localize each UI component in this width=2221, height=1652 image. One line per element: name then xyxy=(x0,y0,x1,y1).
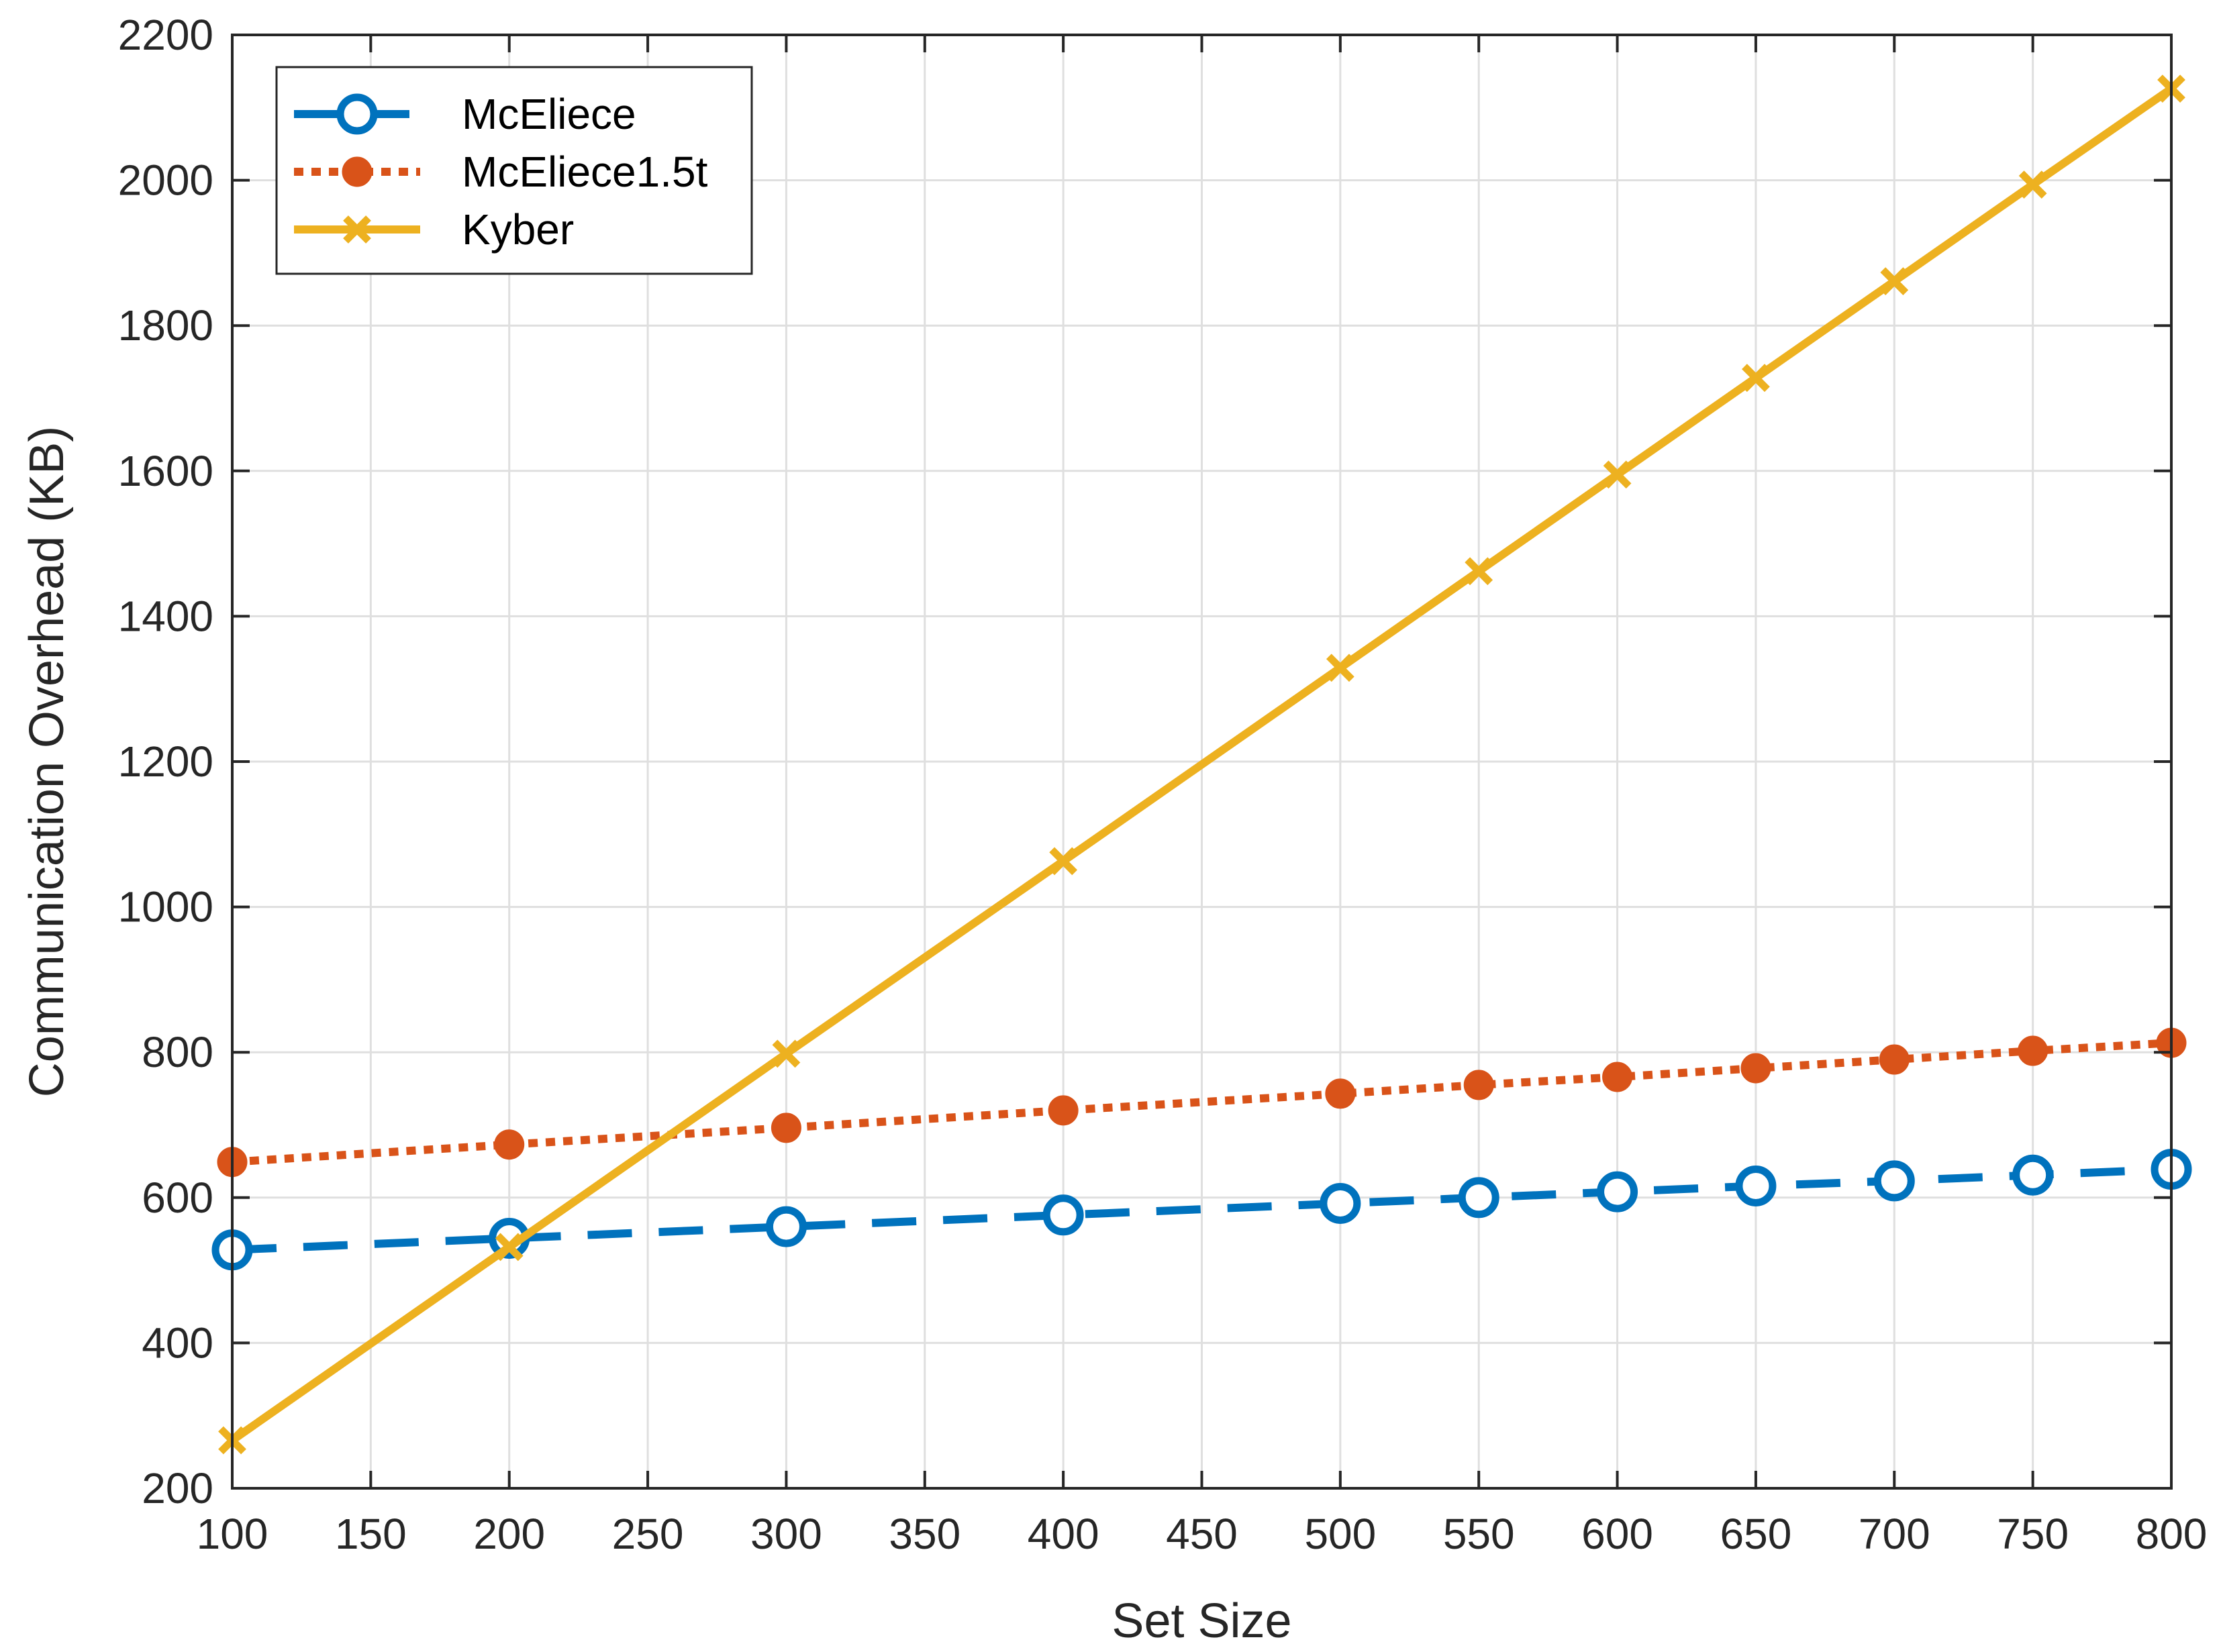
data-point xyxy=(2018,1035,2049,1066)
y-tick-label: 600 xyxy=(142,1174,213,1222)
y-tick-label: 2200 xyxy=(118,11,213,59)
legend-label: Kyber xyxy=(462,205,574,254)
data-point xyxy=(1602,1062,1633,1092)
series-line xyxy=(232,1039,2172,1166)
x-tick-label: 600 xyxy=(1581,1510,1653,1558)
data-point xyxy=(494,1129,525,1160)
x-tick-label: 200 xyxy=(473,1510,545,1558)
data-point xyxy=(1320,1182,1361,1224)
legend-item: McEliece1.5t xyxy=(294,148,708,196)
y-tick-label: 1800 xyxy=(118,301,213,350)
data-point xyxy=(1597,1171,1638,1212)
data-point xyxy=(1049,847,1078,876)
data-point xyxy=(2012,1154,2054,1196)
data-point xyxy=(1740,1053,1771,1084)
y-tick-label: 200 xyxy=(142,1464,213,1512)
x-tick-label: 700 xyxy=(1859,1510,1930,1558)
y-tick-label: 1400 xyxy=(118,592,213,640)
data-point xyxy=(1735,1165,1777,1206)
x-tick-label: 100 xyxy=(197,1510,268,1558)
x-tick-label: 800 xyxy=(2136,1510,2208,1558)
x-tick-label: 400 xyxy=(1028,1510,1099,1558)
data-point xyxy=(765,1206,807,1247)
data-point xyxy=(495,1233,524,1261)
legend-marker xyxy=(342,156,373,187)
x-tick-label: 550 xyxy=(1443,1510,1515,1558)
x-tick-label: 250 xyxy=(612,1510,684,1558)
y-tick-label: 1600 xyxy=(118,447,213,495)
data-point xyxy=(1873,1160,1915,1202)
x-tick-label: 750 xyxy=(1997,1510,2069,1558)
x-tick-label: 300 xyxy=(750,1510,822,1558)
y-tick-label: 400 xyxy=(142,1319,213,1367)
y-tick-label: 1200 xyxy=(118,737,213,786)
data-point xyxy=(771,1113,801,1143)
x-tick-label: 450 xyxy=(1166,1510,1238,1558)
data-point xyxy=(1458,1177,1499,1219)
data-point xyxy=(1042,1194,1084,1236)
y-axis-label: Communication Overhead (KB) xyxy=(20,426,74,1097)
legend-item: McEliece xyxy=(294,90,636,138)
x-tick-label: 150 xyxy=(335,1510,407,1558)
data-point xyxy=(1880,267,1909,296)
y-tick-label: 1000 xyxy=(118,883,213,931)
data-point xyxy=(1325,1078,1356,1109)
y-tick-label: 2000 xyxy=(118,156,213,205)
axis-ticks: 100 150 200 250 300 350 400 450 500 550 600 650 700 7… xyxy=(118,11,2208,1558)
data-point xyxy=(2018,170,2047,199)
data-point xyxy=(1048,1095,1079,1126)
legend-label: McEliece xyxy=(462,90,636,138)
data-point xyxy=(1463,1070,1494,1100)
data-point xyxy=(1742,364,1770,393)
data-point xyxy=(1603,460,1632,489)
y-tick-label: 800 xyxy=(142,1028,213,1076)
x-tick-label: 500 xyxy=(1304,1510,1376,1558)
legend-item: Kyber xyxy=(294,205,574,254)
data-point xyxy=(1326,654,1354,682)
x-tick-label: 350 xyxy=(889,1510,960,1558)
legend-marker xyxy=(336,93,378,135)
x-axis-label: Set Size xyxy=(1112,1594,1291,1648)
data-point xyxy=(772,1039,801,1068)
legend: McEliece McEliece1.5t Kyber xyxy=(275,66,753,275)
legend-label: McEliece1.5t xyxy=(462,148,708,196)
x-tick-label: 650 xyxy=(1720,1510,1792,1558)
series-mceliece1-5t xyxy=(217,1027,2187,1178)
data-point xyxy=(1465,557,1493,586)
legend-marker xyxy=(343,215,371,244)
data-point xyxy=(1879,1044,1910,1075)
